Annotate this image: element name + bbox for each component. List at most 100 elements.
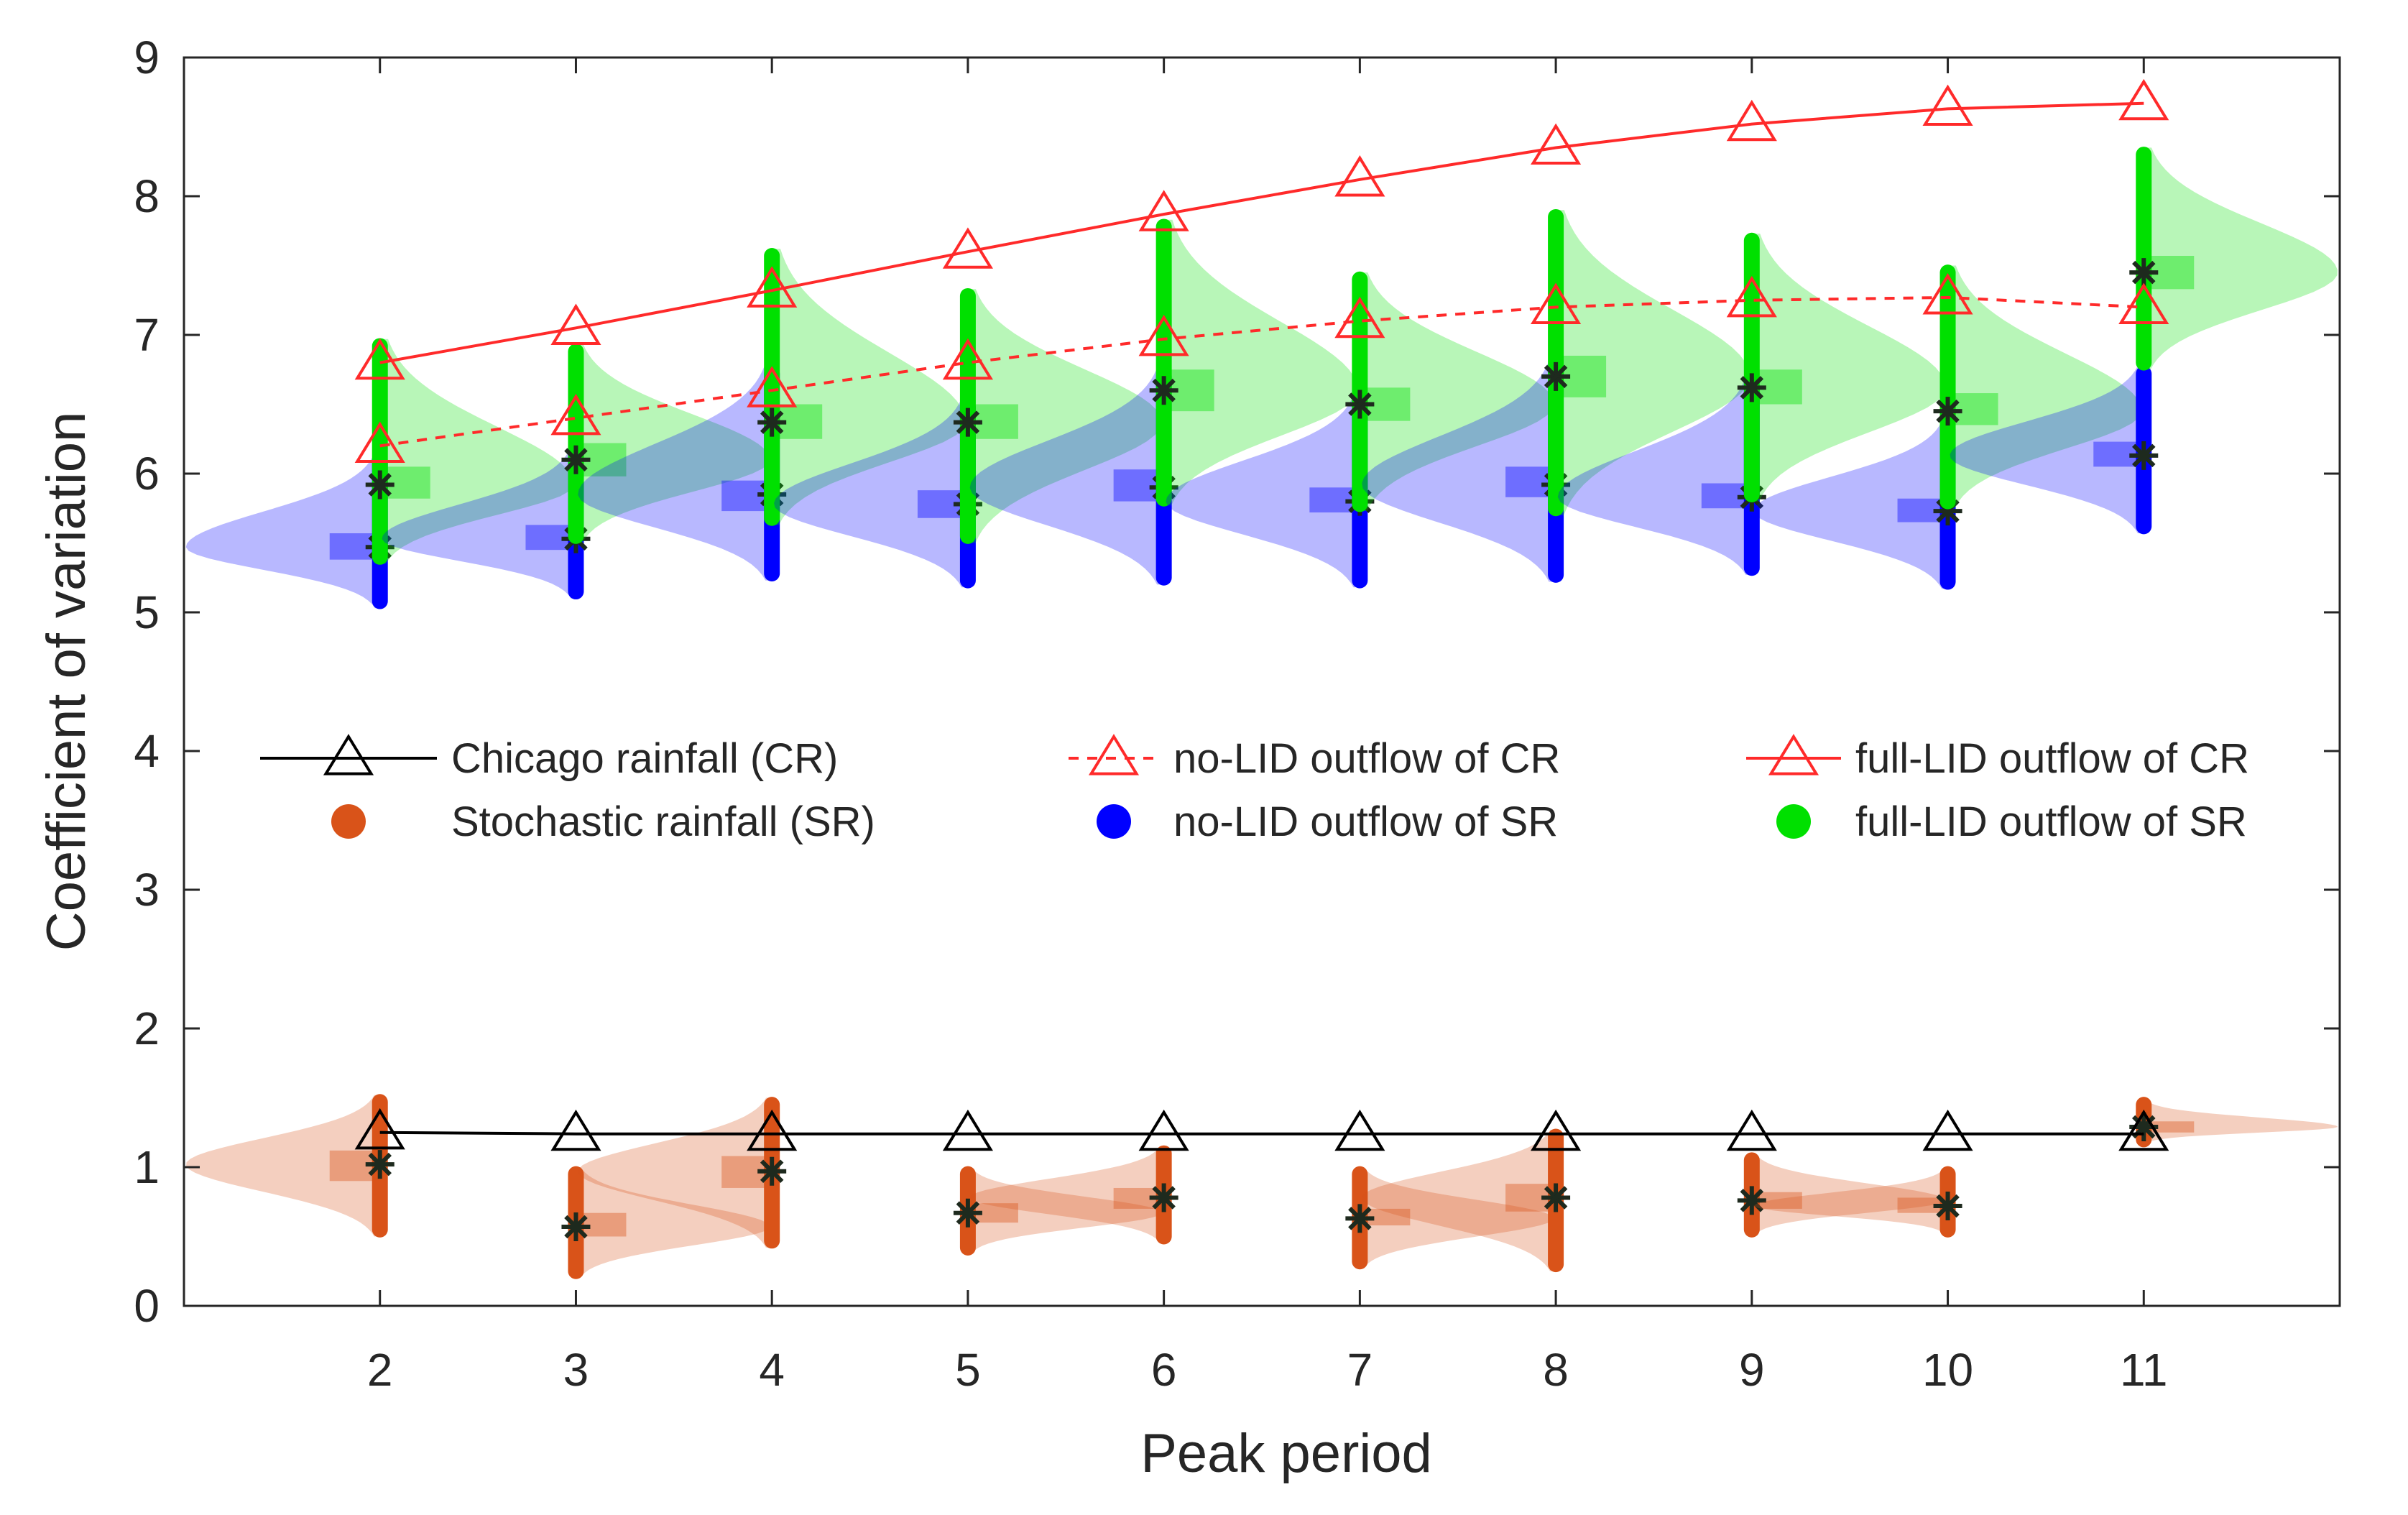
- x-tick-label: 10: [1922, 1344, 1973, 1396]
- legend-dot-swatch: [1776, 804, 1811, 839]
- sr-median-marker: [1933, 1192, 1962, 1221]
- nolid_sr-violin: [1362, 362, 1556, 582]
- cr-marker: [942, 1109, 993, 1151]
- cr-marker: [1138, 1109, 1189, 1151]
- nolid_cr-line: [379, 295, 2144, 448]
- fulllid_sr-violin: [576, 344, 770, 543]
- legend-label: Chicago rainfall (CR): [451, 735, 838, 782]
- sr-box: [2144, 1121, 2195, 1133]
- nolid_cr-marker: [942, 338, 993, 380]
- fulllid_cr-marker: [1138, 190, 1189, 231]
- legend-entry-nolid_cr: no-LID outflow of CR: [1069, 734, 1560, 782]
- median-stroke: [1544, 1186, 1568, 1210]
- x-axis-title: Peak period: [1140, 1423, 1432, 1484]
- nolid_cr-marker: [1922, 273, 1973, 315]
- median-stroke: [1152, 378, 1176, 402]
- median-stroke: [2132, 260, 2156, 285]
- fulllid_sr-median-marker: [953, 407, 982, 437]
- legend-triangle-swatch: [1768, 734, 1819, 775]
- legend-entry-nolid_sr: no-LID outflow of SR: [1097, 798, 1558, 845]
- fulllid_cr-marker: [550, 303, 601, 345]
- fulllid_sr-violin: [772, 249, 967, 525]
- fulllid_cr-line: [379, 101, 2144, 364]
- fulllid_sr-violin: [1360, 272, 1554, 512]
- fulllid_cr-marker: [2118, 78, 2169, 121]
- x-tick-label: 6: [1151, 1344, 1177, 1396]
- fulllid_sr-violin: [1556, 210, 1750, 515]
- median-stroke: [1348, 392, 1372, 416]
- legend-entry-fulllid_cr: full-LID outflow of CR: [1746, 734, 2249, 782]
- fulllid_sr-median-marker: [757, 407, 787, 437]
- median-stroke: [564, 448, 588, 471]
- x-tick-label: 2: [367, 1344, 393, 1396]
- median-stroke: [2132, 443, 2156, 468]
- fulllid_sr-median-marker: [365, 470, 395, 499]
- legend-label: no-LID outflow of CR: [1173, 735, 1560, 782]
- fulllid_cr-marker: [354, 338, 405, 380]
- median-stroke: [956, 1201, 980, 1225]
- cr-marker: [550, 1109, 601, 1151]
- sr-box: [1360, 1208, 1411, 1226]
- median-stroke: [1936, 1194, 1960, 1218]
- nolid_cr-marker: [1138, 314, 1189, 356]
- fulllid_cr-marker: [747, 266, 798, 308]
- x-tick-label: 7: [1347, 1344, 1373, 1396]
- cr-marker: [1531, 1109, 1582, 1151]
- median-stroke: [760, 1159, 784, 1184]
- sr-violin: [1753, 1167, 1948, 1237]
- nolid_sr-violin: [382, 450, 576, 599]
- x-tick-label: 9: [1739, 1344, 1765, 1396]
- median-stroke: [368, 473, 392, 497]
- y-tick-label: 0: [134, 1280, 160, 1332]
- fulllid_cr-marker: [942, 227, 993, 269]
- fulllid_sr-violin: [1947, 265, 2142, 509]
- fulllid_sr-median-marker: [1149, 376, 1178, 405]
- x-tick-label: 4: [759, 1344, 785, 1396]
- legend-entry-fulllid_sr: full-LID outflow of SR: [1776, 798, 2247, 845]
- fulllid_cr-marker: [1531, 123, 1582, 165]
- sr-median-marker: [757, 1156, 787, 1186]
- sr-violin: [1360, 1167, 1554, 1268]
- cr-marker: [747, 1109, 798, 1151]
- x-tick-label: 5: [955, 1344, 981, 1396]
- median-stroke: [1740, 376, 1764, 400]
- axes-frame: [183, 56, 2341, 1307]
- median-stroke: [1152, 1186, 1176, 1210]
- y-tick-label: 4: [134, 725, 160, 777]
- legend-label: no-LID outflow of SR: [1173, 798, 1558, 845]
- nolid_cr-marker: [354, 421, 405, 463]
- nolid_sr-violin: [1753, 422, 1948, 589]
- cr-marker: [354, 1108, 405, 1150]
- y-tick-label: 3: [134, 864, 160, 916]
- legend-triangle-swatch: [323, 734, 374, 775]
- median-stroke: [1544, 364, 1568, 389]
- nolid_sr-violin: [1557, 380, 1752, 575]
- y-axis-title: Coefficient of variation: [36, 412, 97, 952]
- sr-violin: [186, 1095, 380, 1237]
- nolid_cr-marker: [550, 393, 601, 436]
- legend-entry-sr: Stochastic rainfall (SR): [331, 798, 875, 845]
- nolid_cr-marker: [1531, 282, 1582, 324]
- fulllid_sr-median-marker: [1933, 397, 1962, 426]
- sr-violin: [967, 1167, 1162, 1255]
- cr-marker: [1922, 1109, 1973, 1151]
- nolid_cr-marker: [747, 366, 798, 407]
- nolid_sr-violin: [578, 367, 772, 581]
- nolid_sr-violin: [185, 455, 380, 609]
- plot-area: [185, 78, 2338, 1279]
- fulllid_sr-violin: [967, 289, 1162, 543]
- legend-dot-swatch: [331, 804, 366, 839]
- cr-marker: [1726, 1109, 1777, 1151]
- sr-violin: [1751, 1153, 1946, 1237]
- legend-dot-swatch: [1097, 804, 1131, 839]
- sr-box: [1751, 1192, 1802, 1209]
- fulllid_sr-median-marker: [1541, 362, 1571, 391]
- sr-median-marker: [1737, 1186, 1766, 1215]
- fulllid_sr-median-marker: [1737, 373, 1766, 402]
- fulllid_sr-violin: [379, 339, 574, 564]
- nolid_sr-violin: [969, 369, 1164, 585]
- y-tick-label: 1: [134, 1141, 160, 1193]
- legend-label: Stochastic rainfall (SR): [451, 798, 875, 845]
- fulllid_sr-median-marker: [2129, 258, 2159, 287]
